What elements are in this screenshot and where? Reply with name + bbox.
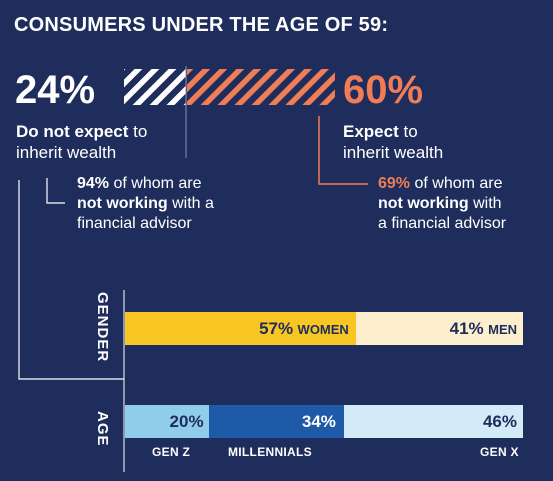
men-pct: 41%	[449, 318, 484, 338]
age-axis-title: AGE	[94, 411, 111, 447]
gender-axis-title: GENDER	[94, 292, 111, 363]
genz-label: GEN Z	[152, 445, 191, 459]
bar-segment-genz: 20%	[125, 405, 209, 438]
right-sub-pct: 69%	[378, 175, 411, 192]
left-sub-pct: 94%	[77, 175, 110, 192]
millennials-label: MILLENNIALS	[228, 445, 312, 459]
gender-bar: 57% WOMEN 41% MEN	[125, 312, 523, 345]
women-value-label: 57% WOMEN	[259, 319, 349, 339]
right-percentage: 60%	[343, 68, 424, 112]
men-name: MEN	[488, 321, 517, 337]
left-sub-bold: not working	[77, 195, 168, 212]
right-label-rest: to	[398, 122, 418, 141]
men-value-label: 41% MEN	[450, 319, 517, 339]
genx-pct: 46%	[482, 411, 517, 431]
left-label: Do not expect to inherit wealth	[16, 121, 147, 163]
left-label-bold: Do not expect	[16, 122, 129, 141]
left-percentage: 24%	[15, 68, 96, 112]
women-pct: 57%	[259, 318, 294, 338]
connector-left	[18, 180, 124, 380]
millennials-pct: 34%	[301, 411, 336, 431]
bar-segment-women: 57% WOMEN	[125, 312, 356, 345]
left-label-line2: inherit wealth	[16, 143, 117, 162]
bar-segment-men: 41% MEN	[355, 312, 523, 345]
genz-pct: 20%	[169, 411, 204, 431]
right-sub-line1: of whom are	[410, 175, 503, 192]
bar-segment-millennials: 34%	[208, 405, 344, 438]
right-label-line2: inherit wealth	[343, 143, 444, 162]
genx-label: GEN X	[480, 445, 519, 459]
connector-left-sub	[46, 178, 65, 204]
left-sub-line2-rest: with a	[167, 195, 214, 212]
left-sub-label: 94% of whom are not working with a finan…	[77, 174, 214, 234]
page-title: CONSUMERS UNDER THE AGE OF 59:	[14, 14, 389, 36]
left-sub-line1: of whom are	[109, 175, 202, 192]
bar-segment-expect	[187, 69, 335, 105]
bar-segment-no-expect	[124, 69, 186, 105]
left-label-rest: to	[128, 122, 148, 141]
women-name: WOMEN	[297, 321, 349, 337]
age-bar: 20% 34% 46%	[125, 405, 523, 438]
right-sub-label: 69% of whom are not working with a finan…	[378, 174, 506, 234]
right-label-bold: Expect	[343, 122, 399, 141]
right-label: Expect to inherit wealth	[343, 121, 443, 163]
left-sub-line3: financial advisor	[77, 215, 192, 232]
right-sub-bold: not working	[378, 195, 469, 212]
bar-segment-genx: 46%	[343, 405, 523, 438]
right-sub-line3: a financial advisor	[378, 215, 507, 232]
connector-right	[318, 116, 368, 185]
right-sub-line2-rest: with	[468, 195, 502, 212]
